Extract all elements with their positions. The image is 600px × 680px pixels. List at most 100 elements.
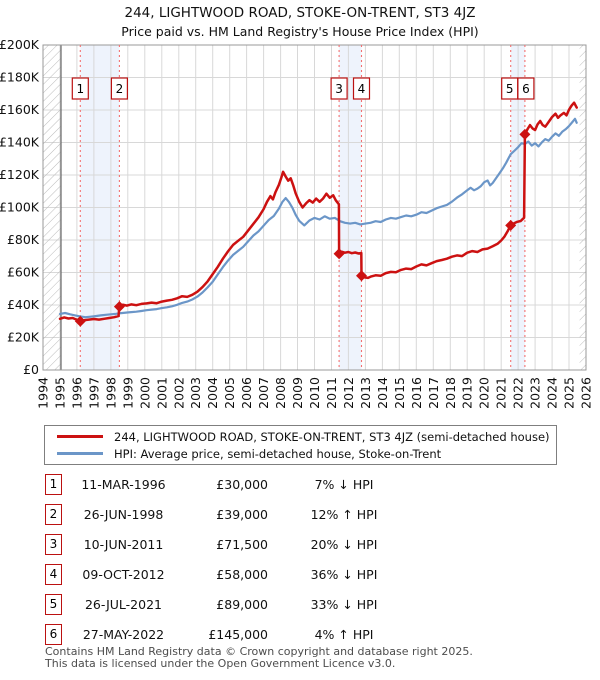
x-tick-label: 2000 bbox=[137, 377, 152, 409]
x-tick-label: 2025 bbox=[562, 377, 577, 409]
y-tick-label: £180K bbox=[0, 70, 40, 85]
y-tick-label: £120K bbox=[0, 167, 40, 182]
x-tick-label: 1999 bbox=[120, 377, 135, 409]
footer-licence: This data is licensed under the Open Gov… bbox=[45, 657, 396, 670]
x-tick-label: 2026 bbox=[579, 377, 594, 409]
sale-price: £71,500 bbox=[216, 536, 268, 552]
sale-number-badge: 6 bbox=[45, 623, 62, 645]
price-paid-line-swatch bbox=[57, 435, 103, 438]
x-tick-label: 2001 bbox=[154, 377, 169, 409]
sale-date: 26-JUN-1998 bbox=[83, 506, 164, 522]
transaction-row: 2 26-JUN-1998 £39,000 12% ↑ HPI bbox=[45, 499, 475, 529]
x-tick-label: 2004 bbox=[205, 377, 220, 409]
sale-marker-diamond bbox=[113, 301, 125, 313]
sale-number-box bbox=[330, 77, 348, 100]
y-tick-label: £20K bbox=[7, 330, 40, 345]
x-tick-label: 2010 bbox=[307, 377, 322, 409]
x-tick-label: 2008 bbox=[273, 377, 288, 409]
sale-date: 09-OCT-2012 bbox=[82, 566, 165, 582]
x-tick-label: 2002 bbox=[171, 377, 186, 409]
sale-price: £145,000 bbox=[208, 626, 268, 642]
plot-border bbox=[42, 44, 587, 371]
x-tick-label: 1996 bbox=[69, 377, 84, 409]
transaction-row: 4 09-OCT-2012 £58,000 36% ↓ HPI bbox=[45, 559, 475, 589]
sale-marker-diamond bbox=[519, 128, 531, 140]
sale-vs-hpi: 33% ↓ HPI bbox=[310, 596, 378, 612]
sale-price: £30,000 bbox=[216, 476, 268, 492]
page-title: 244, LIGHTWOOD ROAD, STOKE-ON-TRENT, ST3… bbox=[124, 5, 476, 21]
y-tick-label: £40K bbox=[7, 297, 40, 312]
sale-date: 27-MAY-2022 bbox=[82, 626, 165, 642]
sale-number-badge: 4 bbox=[45, 563, 62, 585]
x-tick-label: 2022 bbox=[511, 377, 526, 409]
page-subtitle: Price paid vs. HM Land Registry's House … bbox=[121, 24, 479, 39]
sale-number-badge: 5 bbox=[45, 593, 62, 615]
sale-number-badge: 3 bbox=[45, 533, 62, 555]
sale-marker-diamond bbox=[333, 248, 345, 260]
sale-vs-hpi: 7% ↓ HPI bbox=[314, 476, 374, 492]
legend-item-hpi: HPI: Average price, semi-detached house,… bbox=[55, 447, 556, 461]
sale-number-box bbox=[352, 77, 371, 100]
x-tick-label: 1997 bbox=[86, 377, 101, 409]
transaction-row: 1 11-MAR-1996 £30,000 7% ↓ HPI bbox=[45, 469, 475, 499]
chart-legend: 244, LIGHTWOOD ROAD, STOKE-ON-TRENT, ST3… bbox=[44, 425, 557, 465]
legend-label-price-paid: 244, LIGHTWOOD ROAD, STOKE-ON-TRENT, ST3… bbox=[114, 429, 550, 444]
sale-number-text: 4 bbox=[358, 82, 366, 96]
x-tick-label: 2009 bbox=[290, 377, 305, 409]
series-line bbox=[58, 117, 578, 319]
sale-date: 26-JUL-2021 bbox=[84, 596, 162, 612]
hpi-line-swatch bbox=[57, 452, 103, 455]
sale-number-text: 2 bbox=[116, 82, 124, 96]
sale-number-text: 5 bbox=[506, 82, 514, 96]
sale-number-text: 1 bbox=[76, 82, 84, 96]
x-tick-label: 2016 bbox=[409, 377, 424, 409]
x-tick-label: 2005 bbox=[222, 377, 237, 409]
sale-number-box bbox=[71, 77, 89, 100]
y-tick-label: £100K bbox=[0, 200, 40, 215]
no-data-hatch bbox=[43, 45, 61, 370]
y-tick-label: £60K bbox=[7, 265, 40, 280]
series-line bbox=[58, 101, 578, 323]
sale-vs-hpi: 20% ↓ HPI bbox=[310, 536, 378, 552]
footer-copyright: Contains HM Land Registry data © Crown c… bbox=[45, 645, 473, 658]
sale-number-text: 6 bbox=[522, 82, 530, 96]
transaction-row: 3 10-JUN-2011 £71,500 20% ↓ HPI bbox=[45, 529, 475, 559]
sale-date: 11-MAR-1996 bbox=[81, 476, 166, 492]
sale-vs-hpi: 36% ↓ HPI bbox=[310, 566, 378, 582]
legend-item-price-paid: 244, LIGHTWOOD ROAD, STOKE-ON-TRENT, ST3… bbox=[55, 430, 556, 444]
sale-date: 10-JUN-2011 bbox=[83, 536, 164, 552]
x-tick-label: 2003 bbox=[188, 377, 203, 409]
x-tick-label: 2007 bbox=[256, 377, 271, 409]
y-tick-label: £200K bbox=[0, 37, 40, 52]
sale-price: £39,000 bbox=[216, 506, 268, 522]
x-tick-label: 1998 bbox=[103, 377, 118, 409]
sale-number-text: 3 bbox=[335, 82, 343, 96]
sale-vs-hpi: 4% ↑ HPI bbox=[314, 626, 374, 642]
x-tick-label: 2021 bbox=[494, 377, 509, 409]
x-tick-label: 2018 bbox=[443, 377, 458, 409]
x-tick-label: 2024 bbox=[545, 377, 560, 409]
sale-marker-diamond bbox=[74, 315, 86, 327]
sale-marker-diamond bbox=[505, 219, 517, 231]
y-tick-label: £80K bbox=[7, 232, 40, 247]
x-tick-label: 2014 bbox=[375, 377, 390, 409]
sale-price: £58,000 bbox=[216, 566, 268, 582]
x-tick-label: 2011 bbox=[324, 377, 339, 409]
sale-number-badge: 2 bbox=[45, 503, 62, 525]
x-tick-label: 2019 bbox=[460, 377, 475, 409]
transactions-table: 1 11-MAR-1996 £30,000 7% ↓ HPI 2 26-JUN-1998 £… bbox=[45, 469, 475, 649]
sale-number-box bbox=[110, 77, 129, 100]
x-tick-label: 1994 bbox=[36, 377, 51, 409]
sale-price: £89,000 bbox=[216, 596, 268, 612]
sale-marker-diamond bbox=[356, 270, 367, 282]
x-tick-label: 2006 bbox=[239, 377, 254, 409]
y-tick-label: £140K bbox=[0, 135, 40, 150]
x-tick-label: 2020 bbox=[477, 377, 492, 409]
sale-vs-hpi: 12% ↑ HPI bbox=[310, 506, 378, 522]
price-chart: 1 2 3 4 5 6 £0 £20K £40K £60K £80K £100K £120K £140K £… bbox=[0, 37, 594, 409]
x-tick-label: 2017 bbox=[426, 377, 441, 409]
y-tick-label: £0 bbox=[23, 362, 39, 377]
transaction-row: 6 27-MAY-2022 £145,000 4% ↑ HPI bbox=[45, 619, 475, 649]
x-tick-label: 2023 bbox=[528, 377, 543, 409]
x-tick-label: 2015 bbox=[392, 377, 407, 409]
